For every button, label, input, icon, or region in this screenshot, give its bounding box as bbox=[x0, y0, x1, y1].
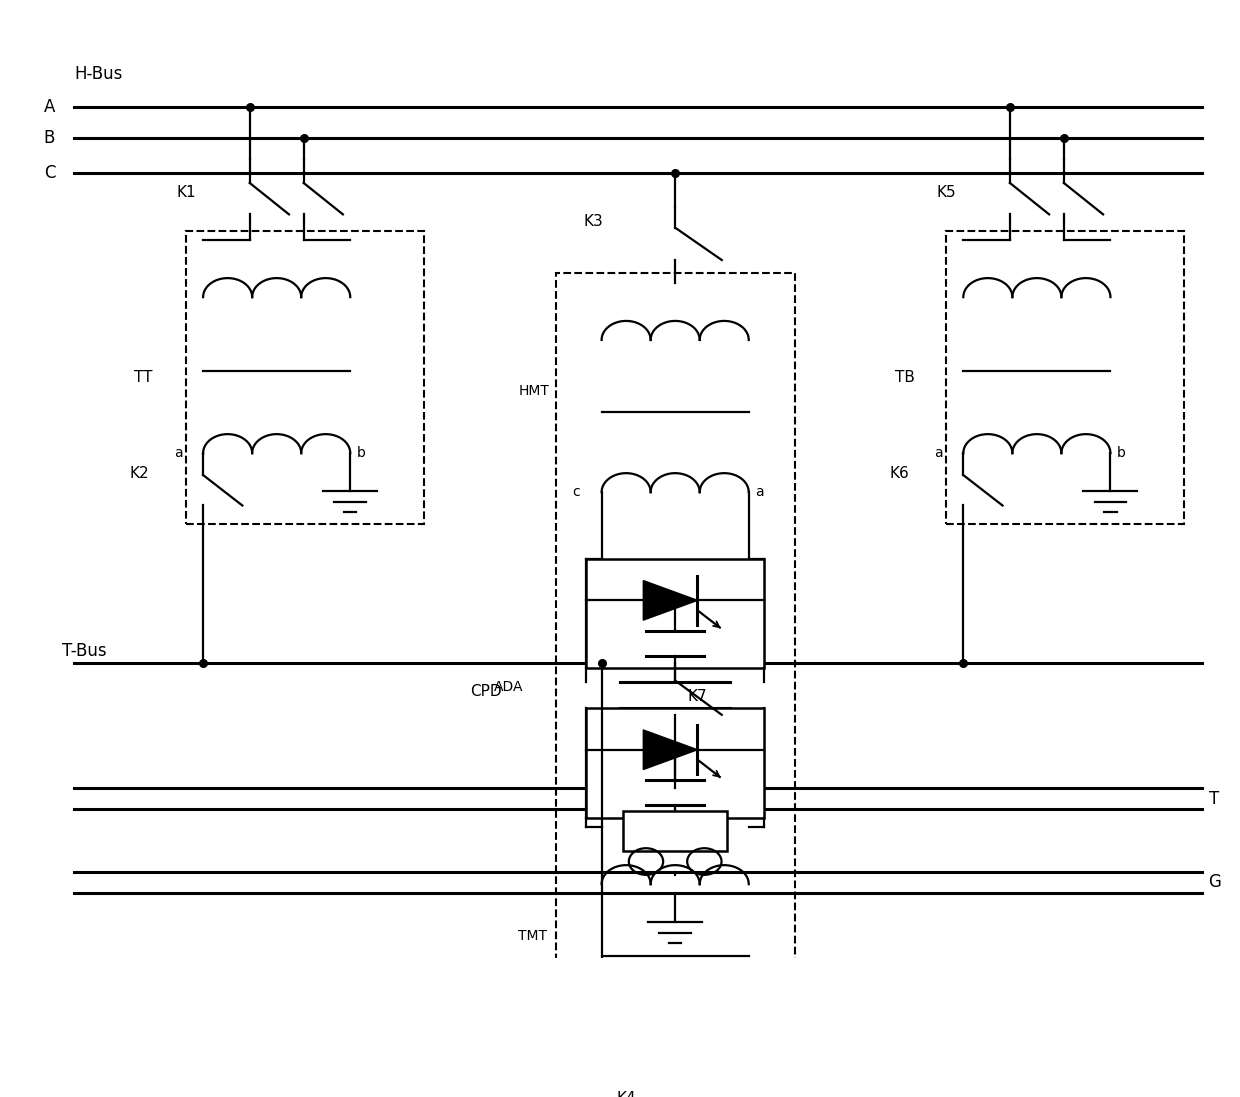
Text: c: c bbox=[572, 485, 580, 499]
Text: a: a bbox=[934, 446, 942, 460]
Bar bbox=[556, 273, 795, 1097]
Bar bbox=[622, 811, 728, 851]
Text: K5: K5 bbox=[936, 185, 956, 200]
Text: K3: K3 bbox=[583, 214, 603, 228]
Text: K1: K1 bbox=[176, 185, 196, 200]
Text: TMT: TMT bbox=[518, 928, 547, 942]
Text: a: a bbox=[755, 485, 764, 499]
Bar bbox=[946, 230, 1184, 523]
Text: T: T bbox=[1209, 790, 1219, 807]
Text: TB: TB bbox=[894, 370, 915, 385]
Text: b: b bbox=[356, 446, 366, 460]
Bar bbox=[587, 709, 764, 817]
Text: A: A bbox=[43, 98, 55, 116]
Text: CPD: CPD bbox=[470, 685, 501, 700]
Text: G: G bbox=[1209, 873, 1221, 891]
Text: ADA: ADA bbox=[495, 680, 523, 694]
Polygon shape bbox=[644, 730, 697, 769]
Text: C: C bbox=[43, 165, 56, 182]
Bar bbox=[186, 230, 424, 523]
Text: K4: K4 bbox=[616, 1090, 636, 1097]
Text: K2: K2 bbox=[129, 465, 149, 480]
Text: b: b bbox=[1116, 446, 1126, 460]
Text: H-Bus: H-Bus bbox=[74, 65, 123, 82]
Text: T-Bus: T-Bus bbox=[62, 642, 107, 660]
Polygon shape bbox=[644, 580, 697, 620]
Text: B: B bbox=[43, 129, 55, 147]
Bar bbox=[587, 558, 764, 668]
Text: HMT: HMT bbox=[518, 384, 549, 398]
Text: K6: K6 bbox=[890, 465, 909, 480]
Text: K7: K7 bbox=[687, 689, 707, 704]
Text: a: a bbox=[174, 446, 182, 460]
Text: TT: TT bbox=[134, 370, 153, 385]
